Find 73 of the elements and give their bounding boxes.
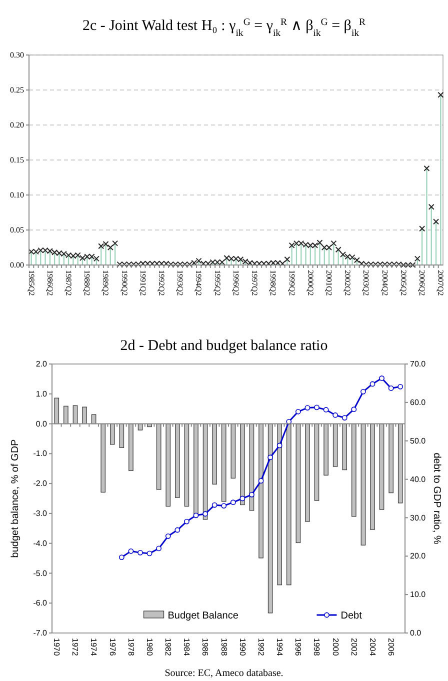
legend-label: Debt (340, 610, 362, 622)
x-tick-label: 1996 (294, 638, 303, 656)
x-tick-label: 2002 (349, 638, 358, 656)
x-tick-label: 2004Q2 (380, 270, 390, 296)
x-tick-label: 1995Q2 (212, 270, 222, 296)
x-tick-label: 1990Q2 (120, 270, 129, 296)
y-tick-label: 1.0 (36, 389, 48, 398)
y-axis-title: budget balance, % of GDP (10, 438, 21, 558)
x-tick-label: 2002Q2 (343, 270, 352, 296)
y2-tick-label: 0.0 (410, 628, 422, 638)
y-tick-label: 0.30 (10, 50, 24, 60)
y-tick-label: 0.00 (10, 260, 24, 270)
y-tick-label: 0.20 (10, 120, 24, 130)
x-tick-label: 1992Q2 (157, 270, 166, 296)
y2-tick-label: 50.0 (410, 436, 426, 446)
x-tick-label: 2007Q2 (436, 270, 446, 296)
source-note: Source: EC, Ameco database. (164, 668, 284, 679)
y-tick-label: 0.25 (10, 86, 24, 95)
y2-axis-title: debt to GDP ratio, % (431, 452, 442, 544)
y2-tick-label: 40.0 (410, 474, 426, 484)
y-tick-label: 0.0 (36, 419, 48, 428)
y-tick-label: 0.10 (10, 190, 24, 200)
x-tick-label: 1994 (275, 638, 284, 656)
x-tick-label: 1999Q2 (287, 270, 296, 296)
x-tick-label: 1976 (108, 638, 117, 656)
x-tick-label: 1990 (238, 638, 247, 656)
y2-tick-label: 60.0 (410, 398, 426, 407)
x-tick-label: 1998 (312, 638, 322, 656)
x-tick-label: 1996Q2 (231, 270, 240, 296)
x-tick-label: 1978 (126, 638, 136, 656)
y-tick-label: -7.0 (33, 628, 48, 638)
x-tick-label: 1994Q2 (194, 270, 204, 296)
x-tick-label: 1984 (182, 638, 192, 656)
x-tick-label: 1988 (219, 638, 228, 656)
y-tick-label: 0.15 (10, 156, 24, 165)
x-tick-label: 2001Q2 (324, 270, 334, 296)
x-tick-label: 1989Q2 (101, 270, 110, 296)
y-tick-label: 0.05 (10, 226, 24, 235)
x-tick-label: 1974 (89, 638, 98, 656)
x-tick-label: 2000 (330, 638, 340, 656)
x-tick-label: 1998Q2 (268, 270, 278, 296)
y-tick-label: -4.0 (33, 538, 48, 548)
x-tick-label: 1988Q2 (82, 270, 92, 296)
x-tick-label: 2006 (386, 638, 396, 656)
x-tick-label: 1985Q2 (26, 270, 36, 296)
y-tick-label: -3.0 (33, 509, 48, 518)
y-tick-label: 2.0 (36, 360, 48, 369)
x-tick-label: 1986Q2 (45, 270, 54, 296)
x-tick-label: 2000Q2 (306, 270, 315, 296)
y2-tick-label: 20.0 (410, 552, 426, 561)
x-tick-label: 1987Q2 (64, 270, 73, 296)
legend-label: Budget Balance (168, 610, 239, 622)
y2-tick-label: 10.0 (410, 590, 426, 600)
y2-tick-label: 30.0 (410, 513, 426, 522)
y-tick-label: -1.0 (33, 449, 48, 458)
x-tick-label: 2003Q2 (362, 270, 371, 296)
y-tick-label: -5.0 (33, 568, 48, 578)
y-tick-label: -2.0 (33, 479, 48, 488)
y2-tick-label: 70.0 (410, 360, 426, 369)
x-tick-label: 2005Q2 (398, 270, 408, 296)
x-tick-label: 1972 (70, 638, 80, 656)
x-tick-label: 1986 (200, 638, 210, 656)
x-tick-label: 1992 (256, 638, 266, 656)
chart-title: 2d - Debt and budget balance ratio (120, 338, 328, 354)
x-tick-label: 1970 (52, 638, 62, 656)
x-tick-label: 2006Q2 (418, 270, 427, 296)
x-tick-label: 1980 (144, 638, 154, 656)
x-tick-label: 1993Q2 (176, 270, 185, 296)
y-tick-label: -6.0 (33, 598, 48, 608)
x-tick-label: 2004 (368, 638, 377, 656)
x-tick-label: 1997Q2 (250, 270, 260, 296)
x-tick-label: 1991Q2 (138, 270, 148, 296)
x-tick-label: 1982 (164, 638, 173, 656)
